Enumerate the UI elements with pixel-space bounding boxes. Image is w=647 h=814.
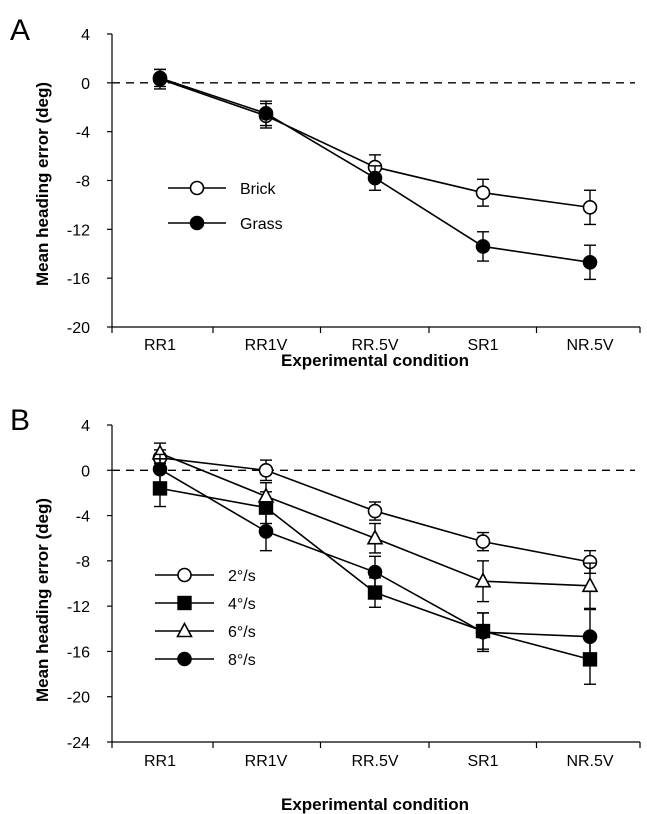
panel-b-legend-3-label: 6°/s bbox=[228, 624, 256, 641]
panel-a-series-2-point bbox=[475, 239, 491, 254]
panel-a-series-2-point bbox=[582, 254, 598, 270]
panel-a-x-tick-label: NR.5V bbox=[566, 337, 613, 354]
panel-b-series-3-point bbox=[366, 529, 384, 545]
panel-a-y-tick-label: -12 bbox=[67, 222, 90, 239]
panel-a-y-axis-title: Mean heading error (deg) bbox=[33, 82, 52, 286]
panel-b-legend-3-marker bbox=[176, 621, 193, 638]
panel-b-series-1-point bbox=[475, 534, 491, 549]
panel-b-plot: 4 0 -4 -8 -12 -16 -20 -24 RR1 RR1V RR.5V SR1 NR.5V 2°… bbox=[67, 418, 641, 770]
panel-a-legend-1-marker bbox=[189, 180, 205, 196]
panel-a-y-tick-label: 0 bbox=[81, 76, 90, 93]
panel-b-legend-2-label: 4°/s bbox=[228, 596, 256, 613]
panel-a-x-tick-label: SR1 bbox=[467, 337, 498, 354]
panel-b-x-tick-label: SR1 bbox=[467, 753, 498, 770]
panel-a-y-tick-label: -20 bbox=[67, 320, 90, 337]
panel-a-x-tick-label: RR1 bbox=[144, 337, 176, 354]
panel-a-series-2-point bbox=[258, 106, 274, 121]
panel-b-x-axis-title: Experimental condition bbox=[281, 795, 469, 814]
panel-b-series-3-point bbox=[257, 487, 275, 503]
panel-b-series-4-point bbox=[152, 461, 168, 477]
panel-b-legend-1-label: 2°/s bbox=[228, 568, 256, 585]
panel-a-y-tick-label: -4 bbox=[76, 125, 90, 142]
panel-label-b: B bbox=[10, 404, 30, 437]
panel-b-series-4-point bbox=[582, 629, 598, 645]
panel-a-y-tick-label: -16 bbox=[67, 271, 90, 288]
panel-a-x-tick-label: RR1V bbox=[245, 337, 288, 354]
panel-a-y-tick-label: -8 bbox=[76, 174, 90, 191]
panel-a-series-2-point bbox=[152, 70, 168, 86]
panel-b-series-1-point bbox=[258, 462, 274, 478]
panel-b-series-4-point bbox=[475, 624, 491, 640]
panel-a-legend-2-marker bbox=[189, 215, 205, 231]
panel-b-y-axis-title: Mean heading error (deg) bbox=[33, 498, 52, 702]
panel-b-y-tick-label: -20 bbox=[67, 690, 90, 707]
panel-a-series-1-point bbox=[475, 185, 491, 201]
panel-b-legend-1-marker bbox=[177, 567, 192, 583]
panel-b-series-4-point bbox=[258, 524, 274, 539]
panel-b-y-tick-label: -16 bbox=[67, 644, 90, 661]
panel-b-legend-4-marker bbox=[177, 651, 192, 667]
panel-b-x-tick-label: NR.5V bbox=[566, 753, 613, 770]
panel-b-x-tick-label: RR1V bbox=[245, 753, 288, 770]
panel-a-series-1-point bbox=[582, 200, 598, 215]
panel-a-x-tick-label: RR.5V bbox=[351, 337, 398, 354]
panel-b-legend-2-marker bbox=[177, 595, 192, 611]
panel-a-legend-1-label: Brick bbox=[240, 181, 277, 198]
panel-b-y-tick-label: -4 bbox=[76, 509, 90, 526]
panel-label-a: A bbox=[10, 14, 30, 47]
panel-b: B 4 0 -4 -8 -12 -16 -20 -24 RR1 RR1V RR.5V SR1 NR.5V… bbox=[10, 404, 641, 814]
panel-a: A 4 0 -4 -8 -12 -16 -20 RR1 RR1V RR.5V SR1 NR.5V Bri… bbox=[10, 14, 641, 370]
panel-b-x-tick-label: RR1 bbox=[144, 753, 176, 770]
panel-a-y-tick-label: 4 bbox=[81, 27, 90, 44]
panel-b-series-1-point bbox=[367, 503, 383, 519]
panel-a-legend-2-label: Grass bbox=[240, 216, 283, 233]
panel-a-plot: 4 0 -4 -8 -12 -16 -20 RR1 RR1V RR.5V SR1 NR.5V Brick… bbox=[67, 27, 641, 354]
panel-b-series-4-point bbox=[367, 564, 383, 580]
panel-b-y-tick-label: 0 bbox=[81, 463, 90, 480]
panel-a-x-axis-title: Experimental condition bbox=[281, 351, 469, 370]
panel-b-legend-4-label: 8°/s bbox=[228, 652, 256, 669]
panel-b-series-3-point bbox=[474, 572, 492, 588]
panel-b-y-tick-label: -8 bbox=[76, 554, 90, 571]
panel-a-series-2-point bbox=[367, 170, 383, 186]
panel-b-y-tick-label: -12 bbox=[67, 599, 90, 616]
panel-b-x-tick-label: RR.5V bbox=[351, 753, 398, 770]
panel-b-y-tick-label: -24 bbox=[67, 735, 90, 752]
panel-b-series-3-point bbox=[581, 576, 599, 593]
panel-b-y-tick-label: 4 bbox=[81, 418, 90, 435]
